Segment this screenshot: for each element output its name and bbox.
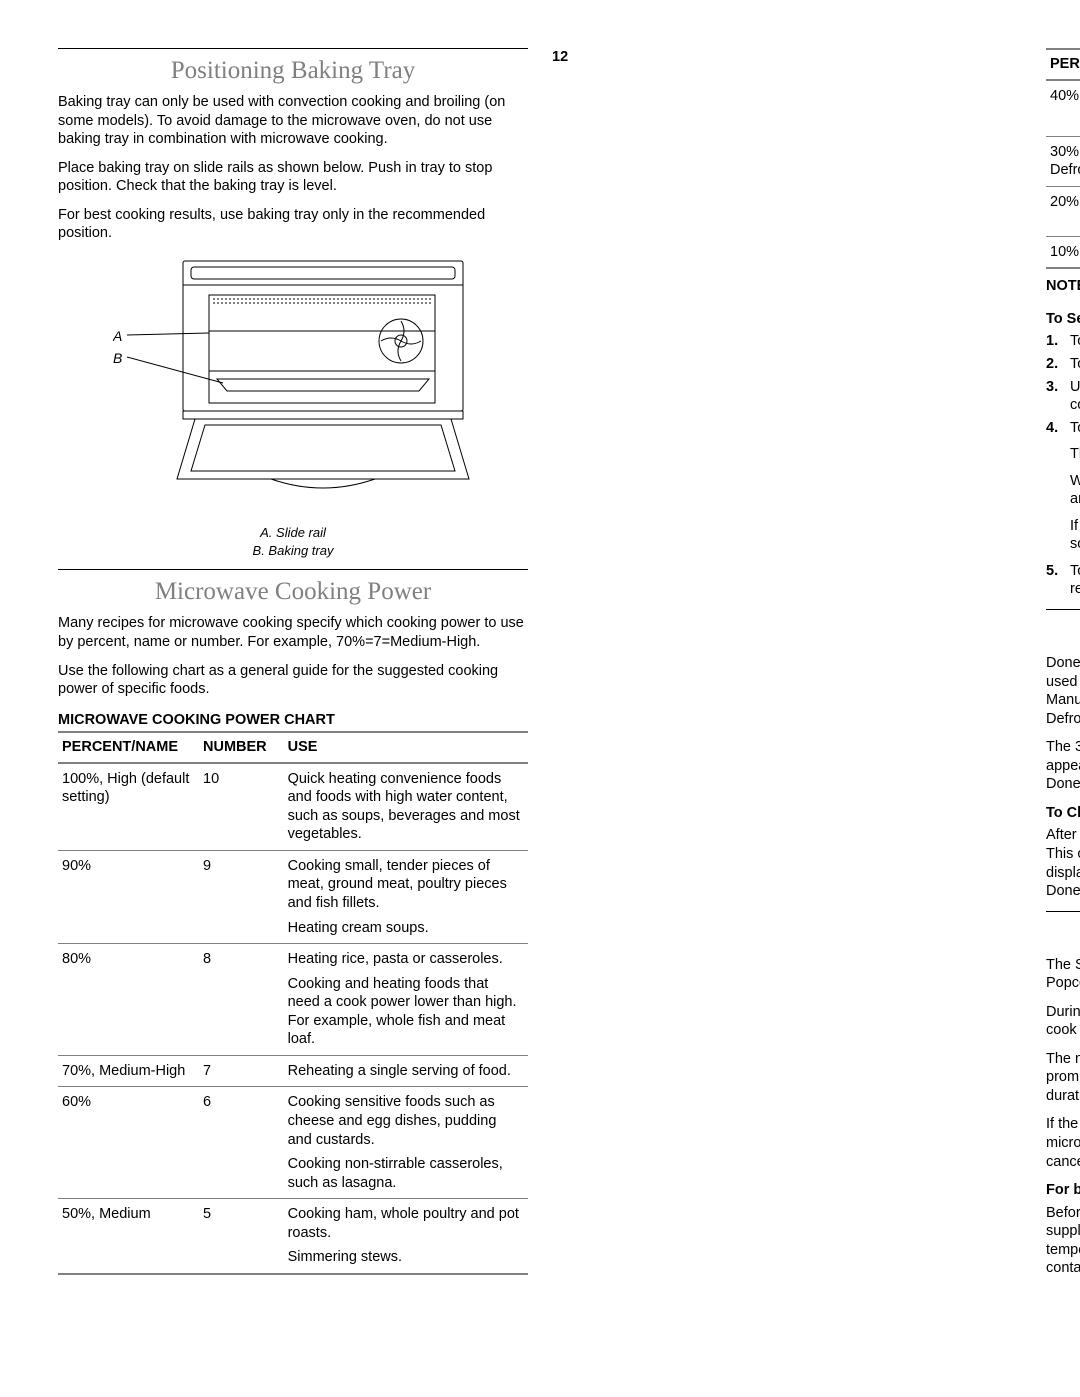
power-rows-1: 100%, High (default setting)10Quick heat…: [58, 763, 528, 1274]
cell-percent: 30%, Medium-Low, Defrost: [1046, 136, 1080, 186]
th-percent: PERCENT/NAME: [58, 732, 199, 763]
cell-use: Cooking ham, whole poultry and pot roast…: [284, 1199, 528, 1274]
table-row: 80%8Heating rice, pasta or casseroles.Co…: [58, 944, 528, 1056]
table-row: 50%, Medium5Cooking ham, whole poultry a…: [58, 1199, 528, 1274]
body-text: After setting a function, the Doneness s…: [1046, 826, 1080, 900]
section-doneness: Doneness Doneness is a function used for…: [1046, 616, 1080, 912]
cell-use: Reheating a single serving of food.: [284, 1055, 528, 1087]
steps-list: Touch the number keypads to set a length…: [1046, 332, 1080, 599]
cell-percent: 80%: [58, 944, 199, 1056]
power-rows-2: 40%4Melting chocolate.Heating bread, rol…: [1046, 80, 1080, 269]
table-row: 40%4Melting chocolate.Heating bread, rol…: [1046, 80, 1080, 137]
note: NOTE: A percentage of 0% is also accepta…: [1046, 277, 1080, 296]
heading-positioning: Positioning Baking Tray: [58, 55, 528, 87]
subhead-best-performance: For best cooking performance:: [1046, 1181, 1080, 1200]
body-text: Place baking tray on slide rails as show…: [58, 159, 528, 196]
table-row: 70%, Medium-High7Reheating a single serv…: [58, 1055, 528, 1087]
subhead-set-power: To Set a Cooking Power other than 100%:: [1046, 310, 1080, 329]
diagram-label-a: A: [113, 328, 122, 344]
cell-percent: 20%: [1046, 186, 1080, 236]
body-text: Use the following chart as a general gui…: [58, 662, 528, 699]
cell-percent: 90%: [58, 850, 199, 943]
th-percent: PERCENT/NAME: [1046, 49, 1080, 80]
cell-number: 8: [199, 944, 284, 1056]
body-text: Baking tray can only be used with convec…: [58, 93, 528, 149]
cell-percent: 60%: [58, 1087, 199, 1199]
oven-diagram-svg: A B: [113, 253, 473, 513]
body-text: The microwave oven display will show the…: [1046, 1050, 1080, 1106]
body-text: The Sensor Cook function is used in Rehe…: [1046, 956, 1080, 993]
heading-doneness: Doneness: [1046, 616, 1080, 648]
body-text: For best cooking results, use baking tra…: [58, 206, 528, 243]
step-item: Touch START.The display will count down …: [1046, 419, 1080, 554]
step-item: Touch the number keypads to set a length…: [1046, 332, 1080, 351]
figure-caption: A. Slide rail B. Baking tray: [58, 524, 528, 559]
step-item: Using the Microwave Cooking Power chart …: [1046, 378, 1080, 415]
page-number: 12: [552, 48, 1022, 67]
diagram-label-b: B: [113, 350, 122, 366]
cell-number: 10: [199, 763, 284, 851]
power-chart-table-part2: PERCENT/NAME NUMBER USE 40%4Melting choc…: [1046, 48, 1080, 269]
heading-power: Microwave Cooking Power: [58, 576, 528, 608]
cell-number: 5: [199, 1199, 284, 1274]
section-power-intro: Microwave Cooking Power Many recipes for…: [58, 576, 528, 1274]
cell-percent: 100%, High (default setting): [58, 763, 199, 851]
table-title: MICROWAVE COOKING POWER CHART: [58, 711, 528, 730]
body-text: If the microwave oven door is opened dur…: [1046, 1115, 1080, 1171]
table-row: 60%6Cooking sensitive foods such as chee…: [58, 1087, 528, 1199]
table-row: 100%, High (default setting)10Quick heat…: [58, 763, 528, 851]
rule: [1046, 911, 1080, 912]
section-positioning: Positioning Baking Tray Baking tray can …: [58, 48, 528, 570]
th-number: NUMBER: [199, 732, 284, 763]
table-row: 90%9Cooking small, tender pieces of meat…: [58, 850, 528, 943]
table-row: 10%, Low1Taking chill out of fruit.: [1046, 236, 1080, 268]
body-text: Doneness is a function used for adjustin…: [1046, 654, 1080, 728]
section-sensor: Sensor Cook The Sensor Cook function is …: [1046, 918, 1080, 1278]
power-chart-table-part1: PERCENT/NAME NUMBER USE 100%, High (defa…: [58, 731, 528, 1275]
rule: [58, 48, 528, 49]
cell-percent: 40%: [1046, 80, 1080, 137]
figure-oven-diagram: A B A. Slide rail B. Baking tray: [58, 253, 528, 560]
cell-percent: 10%, Low: [1046, 236, 1080, 268]
cell-number: 7: [199, 1055, 284, 1087]
cell-use: Cooking small, tender pieces of meat, gr…: [284, 850, 528, 943]
subhead-change-doneness: To Change Doneness Setting:: [1046, 804, 1080, 823]
body-text: The 3 Doneness levels are Normal (defaul…: [1046, 738, 1080, 794]
step-item: Touch CANCEL or open the door to clear t…: [1046, 562, 1080, 599]
rule: [1046, 609, 1080, 610]
cell-use: Heating rice, pasta or casseroles.Cookin…: [284, 944, 528, 1056]
cell-use: Quick heating convenience foods and food…: [284, 763, 528, 851]
cell-percent: 50%, Medium: [58, 1199, 199, 1274]
rule: [58, 569, 528, 570]
cell-number: 6: [199, 1087, 284, 1199]
table-row: 30%, Medium-Low, Defrost3Defrosting brea…: [1046, 136, 1080, 186]
body-text: During the Sensor Cook function a sensor…: [1046, 1003, 1080, 1040]
cell-number: 9: [199, 850, 284, 943]
cell-percent: 70%, Medium-High: [58, 1055, 199, 1087]
th-use: USE: [284, 732, 528, 763]
step-item: Touch POWER LEVEL.: [1046, 355, 1080, 374]
body-text: Before using a sensor cook function, mak…: [1046, 1204, 1080, 1278]
heading-sensor: Sensor Cook: [1046, 918, 1080, 950]
table-row: 20%2Softening butter, cheese, and ice cr…: [1046, 186, 1080, 236]
body-text: Many recipes for microwave cooking speci…: [58, 614, 528, 651]
section-power-continued: PERCENT/NAME NUMBER USE 40%4Melting choc…: [1046, 48, 1080, 610]
cell-use: Cooking sensitive foods such as cheese a…: [284, 1087, 528, 1199]
